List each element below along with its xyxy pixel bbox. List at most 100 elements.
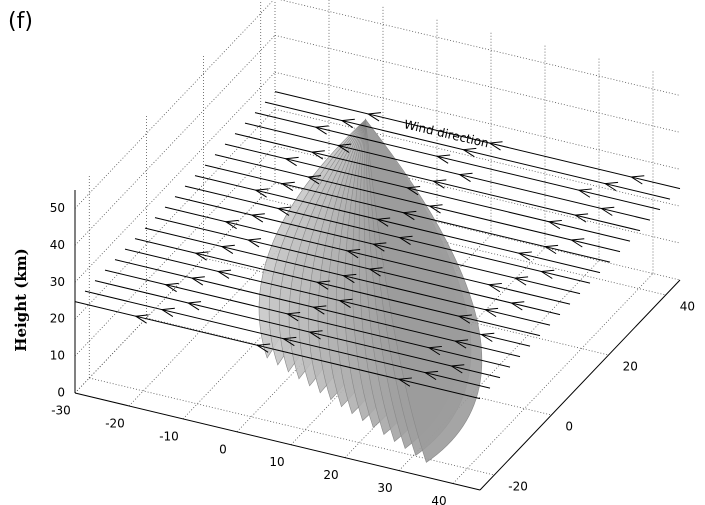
grid-line	[274, 108, 681, 207]
wind-line	[144, 227, 551, 326]
wind-arrow	[281, 336, 297, 347]
wind-arrow	[134, 314, 149, 324]
z-tick-label: 50	[50, 201, 65, 215]
wind-arrow	[397, 377, 412, 387]
wind-line	[164, 206, 571, 305]
wind-arrow	[543, 244, 559, 255]
wind-arrow	[338, 298, 353, 308]
wind-line	[124, 248, 531, 347]
x-tick-label: -20	[105, 416, 125, 430]
wind-arrow	[488, 141, 503, 151]
wind-arrow	[483, 307, 499, 318]
wind-line	[84, 290, 491, 389]
grid-line	[274, 34, 681, 133]
wind-arrow	[315, 280, 331, 290]
wind-arrow	[513, 276, 529, 286]
wind-arrow	[224, 219, 239, 230]
wind-arrow	[254, 188, 269, 198]
wind-line	[104, 269, 511, 368]
z-tick-label: 30	[50, 275, 65, 289]
wind-arrow	[569, 238, 585, 248]
x-tick-label: -10	[159, 429, 179, 443]
grid-line	[146, 317, 552, 416]
wind-arrow	[190, 276, 205, 286]
wind-arrow	[629, 175, 645, 185]
z-tick-label: 20	[50, 312, 65, 326]
wind-arrow	[280, 181, 295, 192]
x-tick-label: 10	[269, 455, 284, 469]
wind-arrow	[573, 213, 589, 223]
wind-arrow	[423, 370, 439, 381]
grid-line	[274, 71, 681, 170]
wind-arrow	[220, 244, 235, 255]
wind-arrow	[453, 339, 469, 349]
grid-line	[74, 145, 276, 357]
wind-line	[74, 301, 481, 400]
wind-arrow	[401, 210, 417, 221]
wind-arrow	[285, 311, 301, 322]
x-tick-label: 20	[323, 468, 338, 482]
wind-arrow	[276, 206, 292, 216]
wind-arrow	[311, 305, 327, 315]
z-tick-label: 40	[50, 238, 65, 252]
wind-line	[254, 112, 661, 211]
wind-arrow	[375, 217, 391, 227]
grid-line	[452, 273, 654, 484]
axis-line	[479, 279, 681, 491]
axis-line	[74, 392, 481, 491]
wind-arrow	[517, 251, 532, 261]
wind-arrow	[449, 364, 465, 374]
grid-line	[74, 71, 276, 283]
z-tick-label: 0	[57, 386, 65, 400]
grid-line	[279, 0, 681, 96]
wind-arrow	[539, 269, 555, 279]
grid-line	[128, 195, 330, 407]
wind-arrow	[164, 282, 179, 293]
wind-line	[204, 164, 611, 263]
wind-line	[244, 122, 651, 221]
z-axis-label: Height (km)	[12, 248, 30, 351]
grid-line	[74, 35, 276, 246]
wind-arrow	[435, 154, 451, 164]
wind-arrow	[314, 125, 329, 135]
wind-line	[184, 185, 591, 284]
wind-arrow	[336, 143, 352, 153]
wind-line	[274, 91, 681, 190]
wind-arrow	[368, 267, 383, 277]
grid-line	[74, 182, 276, 394]
panel-label: (f)	[8, 9, 33, 34]
wind-line	[154, 217, 561, 316]
wind-arrow	[458, 172, 473, 182]
plume	[258, 118, 483, 463]
wind-arrow	[398, 235, 413, 245]
wind-arrow	[487, 282, 502, 293]
wind-arrow	[306, 175, 322, 185]
wind-line	[174, 196, 581, 295]
wind-line	[114, 259, 521, 358]
wind-arrow	[250, 213, 265, 223]
wind-arrow	[216, 269, 232, 279]
z-tick-label: 10	[50, 349, 65, 363]
wind-arrow	[340, 118, 355, 129]
y-tick-label: 40	[680, 300, 695, 314]
wind-line	[214, 154, 621, 253]
wind-arrow	[599, 206, 615, 216]
wind-arrow	[431, 179, 447, 189]
y-tick-label: 20	[623, 360, 638, 374]
x-tick-label: 40	[431, 494, 446, 505]
wind-line	[264, 101, 671, 200]
wind-arrow	[160, 307, 175, 318]
wind-arrow	[479, 332, 495, 342]
wind-arrow	[371, 242, 387, 252]
wind-arrow	[509, 301, 525, 311]
wind-arrow	[255, 343, 271, 353]
wind-arrow	[577, 188, 592, 198]
wind-arrow	[603, 181, 619, 192]
wind-arrow	[310, 150, 325, 160]
y-tick-label: -20	[508, 480, 528, 494]
wind-line	[134, 238, 541, 337]
y-tick-label: 0	[565, 420, 573, 434]
wind-line	[194, 175, 601, 274]
wind-arrow	[428, 204, 443, 214]
